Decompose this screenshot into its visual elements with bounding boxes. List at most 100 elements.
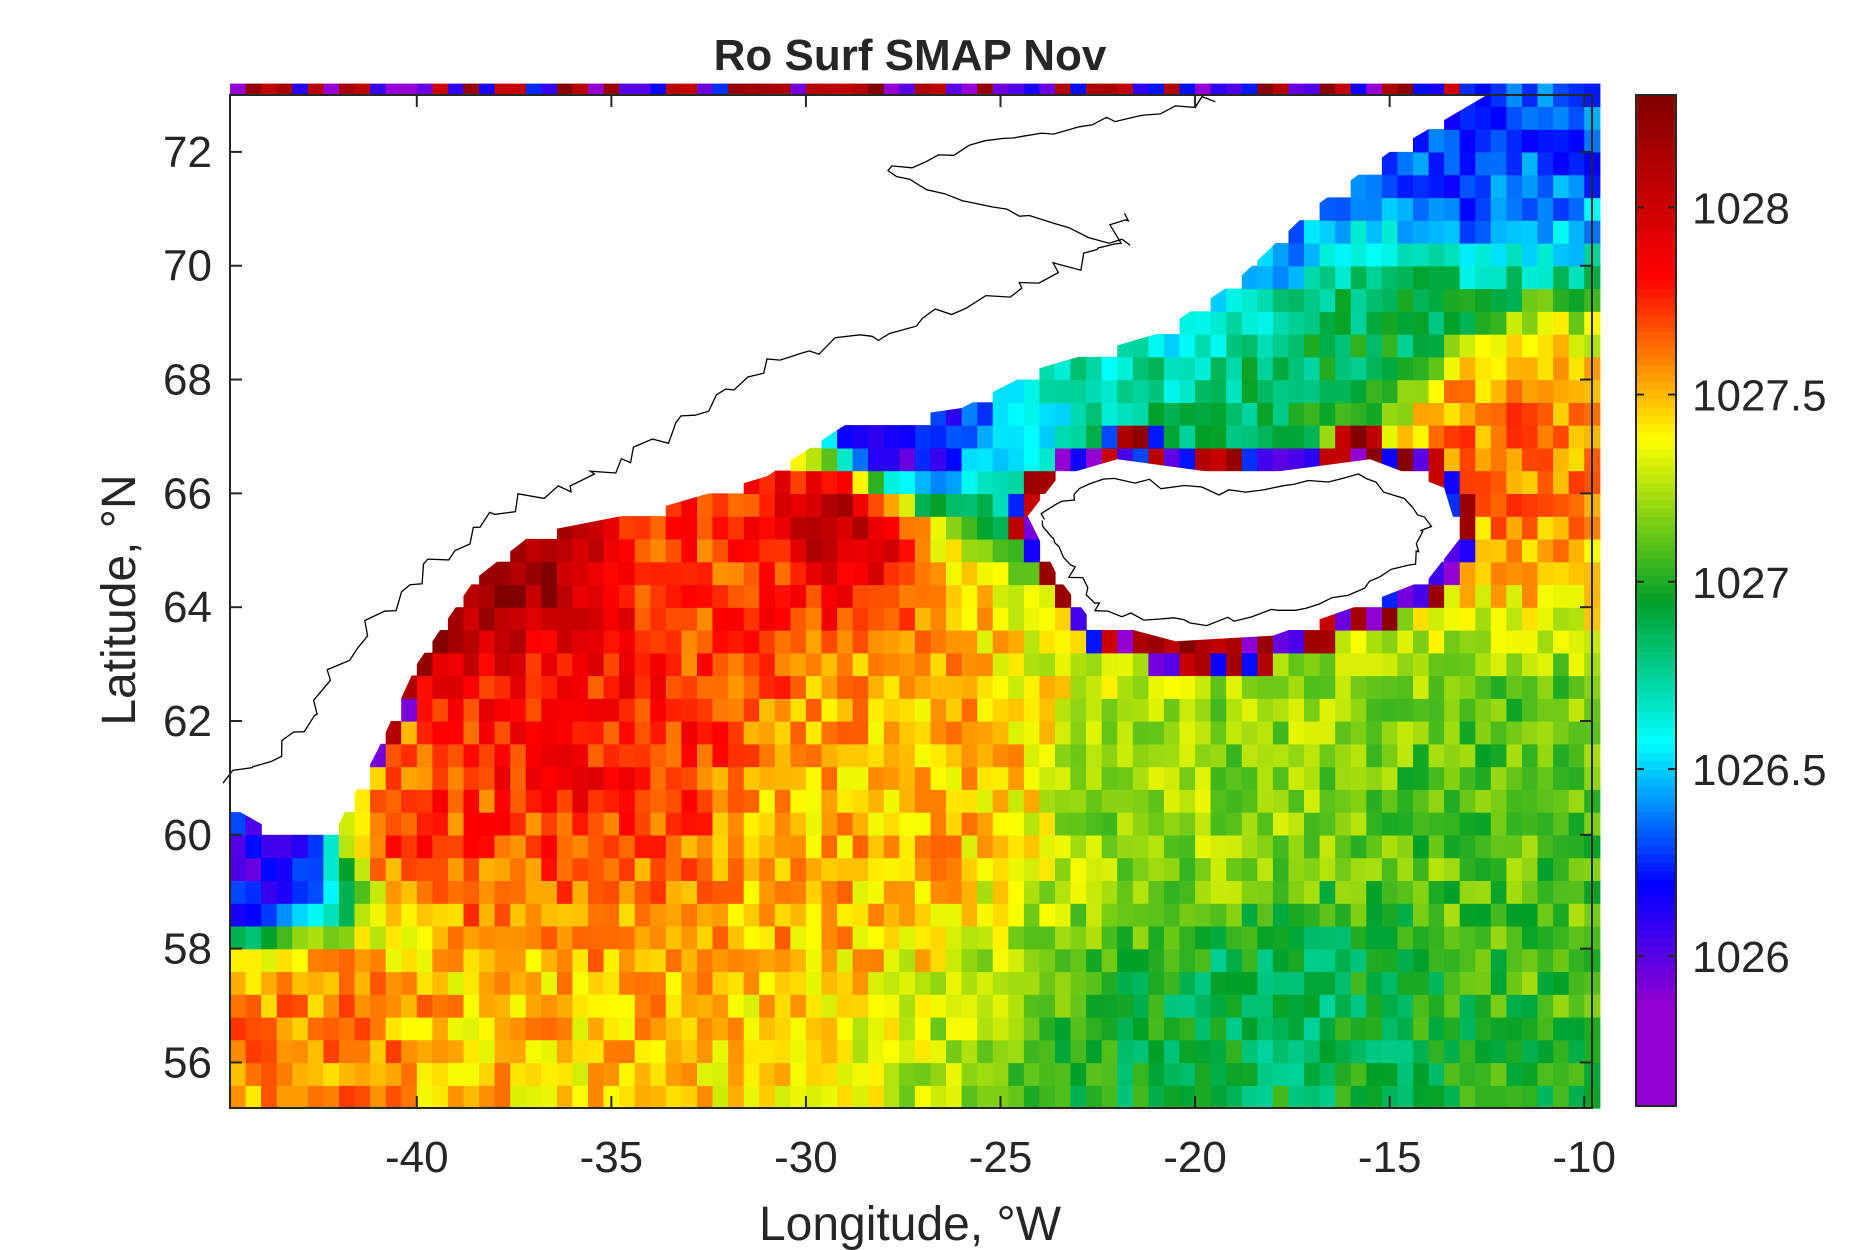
heatmap-cell (1304, 379, 1321, 403)
heatmap-cell (1210, 948, 1227, 973)
heatmap-cell (1148, 925, 1165, 950)
heatmap-cell (1008, 425, 1025, 449)
heatmap-cell (1210, 903, 1227, 927)
heatmap-cell (790, 994, 807, 1018)
heatmap-cell (1055, 447, 1072, 472)
colorbar-segment (1636, 667, 1676, 678)
heatmap-cell (1537, 425, 1554, 449)
heatmap-cell (1272, 971, 1290, 995)
heatmap-cell (1288, 1039, 1305, 1064)
heatmap-cell (759, 561, 776, 586)
heatmap-cell (572, 903, 589, 927)
heatmap-cell (790, 857, 807, 881)
heatmap-cell (1553, 652, 1570, 677)
heatmap-cell (1055, 356, 1072, 381)
heatmap-cell (1117, 1016, 1134, 1041)
heatmap-cell (977, 425, 994, 449)
heatmap-cell (1366, 334, 1383, 358)
heatmap-cell (1070, 857, 1087, 881)
heatmap-cell (1568, 880, 1585, 904)
heatmap-cell (463, 652, 480, 677)
heatmap-cell (914, 698, 932, 722)
heatmap-cell (432, 630, 449, 654)
heatmap-cell (1413, 857, 1430, 881)
heatmap-cell (1163, 789, 1181, 813)
heatmap-cell (992, 425, 1009, 449)
heatmap-cell (261, 1039, 278, 1064)
heatmap-cell (1413, 174, 1430, 199)
heatmap-cell (1366, 812, 1383, 836)
heatmap-cell (479, 834, 496, 859)
colorbar-segment (1636, 701, 1676, 711)
heatmap-cell (805, 470, 823, 494)
heatmap-cell (1537, 447, 1554, 472)
heatmap-cell (1086, 743, 1103, 768)
heatmap-cell (339, 812, 356, 836)
heatmap-cell (276, 1062, 293, 1086)
heatmap-cell (1490, 607, 1507, 631)
heatmap-cell (1008, 379, 1025, 403)
heatmap-cell (1226, 1016, 1243, 1041)
colorbar-segment (1636, 1004, 1676, 1015)
heatmap-cell (1335, 834, 1352, 859)
heatmap-cell (961, 880, 978, 904)
heatmap-cell (1350, 743, 1367, 768)
colorbar-segment (1636, 769, 1676, 779)
heatmap-cell (868, 948, 885, 973)
heatmap-cell (1475, 857, 1492, 881)
heatmap-cell (681, 1016, 698, 1041)
heatmap-cell (1553, 356, 1570, 381)
heatmap-cell (899, 1016, 916, 1041)
heatmap-cell (992, 903, 1009, 927)
heatmap-cell (525, 721, 542, 745)
heatmap-cell (401, 834, 418, 859)
heatmap-cell (1179, 834, 1196, 859)
colorbar-segment (1636, 549, 1676, 560)
colorbar-segment (1636, 423, 1676, 433)
heatmap-cell (790, 1016, 807, 1041)
heatmap-cell (1350, 402, 1367, 426)
heatmap-cell (743, 925, 760, 950)
colorbar-segment (1636, 406, 1676, 416)
heatmap-cell (805, 1016, 823, 1041)
heatmap-cell (1475, 470, 1492, 494)
heatmap-cell (603, 812, 620, 836)
heatmap-cell (946, 880, 963, 904)
heatmap-cell (743, 652, 760, 677)
heatmap-cell (556, 812, 574, 836)
heatmap-cell (354, 1016, 371, 1041)
heatmap-cell (1195, 994, 1212, 1018)
heatmap-cell (1553, 129, 1570, 153)
heatmap-cell (1055, 948, 1072, 973)
heatmap-cell (1023, 561, 1041, 586)
heatmap-cell (1335, 812, 1352, 836)
heatmap-cell (1568, 789, 1585, 813)
heatmap-cell (1335, 425, 1352, 449)
heatmap-cell (930, 812, 947, 836)
heatmap-cell (883, 971, 900, 995)
heatmap-cell (1163, 1016, 1181, 1041)
heatmap-cell (1428, 925, 1445, 950)
heatmap-cell (743, 721, 760, 745)
heatmap-cell (930, 698, 947, 722)
heatmap-cell (1288, 265, 1305, 290)
heatmap-cell (1195, 311, 1212, 335)
heatmap-cell (1490, 129, 1507, 153)
heatmap-cell (1210, 971, 1227, 995)
heatmap-cell (1568, 447, 1585, 472)
heatmap-cell (1506, 402, 1523, 426)
heatmap-cell (541, 1062, 558, 1086)
heatmap-cell (1008, 857, 1025, 881)
heatmap-cell (510, 812, 527, 836)
heatmap-cell (1039, 698, 1056, 722)
heatmap-cell (1413, 1039, 1430, 1064)
heatmap-cell (1568, 994, 1585, 1018)
colorbar-segment (1636, 735, 1676, 745)
heatmap-cell (712, 925, 729, 950)
heatmap-cell (712, 1039, 729, 1064)
heatmap-cell (619, 1016, 636, 1041)
heatmap-cell (1241, 789, 1258, 813)
heatmap-cell (1241, 425, 1258, 449)
heatmap-cell (1210, 766, 1227, 790)
heatmap-cell (354, 925, 371, 950)
